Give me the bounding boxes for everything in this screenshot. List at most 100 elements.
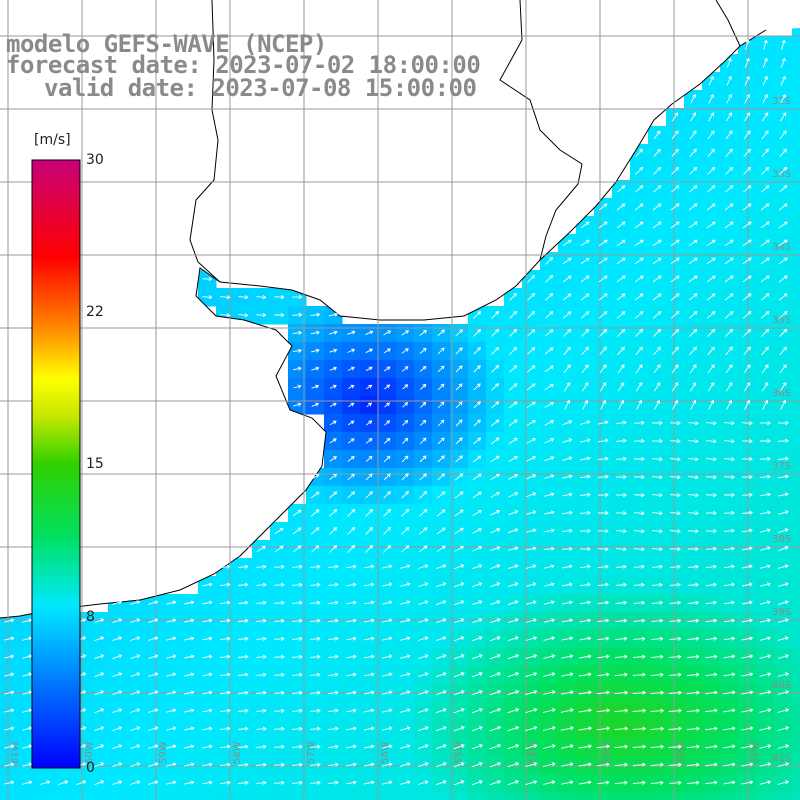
wind-arrow [706, 311, 716, 319]
wind-arrow [455, 365, 463, 373]
wind-arrow [761, 346, 769, 356]
wind-arrow [419, 437, 427, 445]
wind-arrow [742, 239, 752, 247]
wind-arrow [184, 600, 195, 605]
wind-arrow [705, 564, 717, 569]
wind-arrow [744, 112, 751, 122]
wind-arrow [652, 239, 662, 247]
wind-arrow [687, 564, 699, 569]
field-cell [288, 792, 307, 800]
wind-arrow [633, 582, 645, 587]
wind-arrow [94, 744, 105, 750]
wind-arrow [419, 365, 427, 372]
wind-arrows [4, 39, 790, 786]
wind-arrow [112, 690, 123, 696]
wind-arrow [562, 438, 573, 444]
wind-arrow [402, 384, 409, 390]
wind-arrow [166, 762, 177, 767]
wind-arrow [508, 582, 519, 588]
wind-arrow [94, 654, 105, 660]
wind-arrow [598, 438, 609, 443]
wind-arrow [598, 239, 608, 247]
wind-arrow [489, 636, 501, 642]
wind-arrow [687, 546, 699, 552]
wind-arrow [669, 493, 681, 498]
wind-arrow [743, 130, 751, 140]
wind-arrow [651, 582, 663, 587]
wind-arrow [705, 690, 718, 695]
wind-arrow [705, 528, 717, 534]
wind-arrow [562, 275, 572, 283]
wind-arrow [437, 473, 446, 481]
field-cell [792, 612, 800, 631]
wind-arrow [130, 708, 141, 713]
wind-arrow [707, 328, 716, 337]
wind-arrow [668, 726, 683, 731]
field-cell [792, 396, 800, 415]
wind-arrow [473, 383, 481, 391]
wind-arrow [726, 57, 732, 68]
wind-arrow [202, 582, 213, 587]
wind-arrow [148, 780, 159, 785]
lon-label: 57W [306, 741, 317, 764]
wind-arrow [327, 744, 339, 749]
wind-arrow [436, 527, 446, 535]
wind-arrow [669, 457, 681, 462]
field-cell [792, 72, 800, 91]
wind-arrow [581, 382, 589, 392]
wind-arrow [777, 510, 789, 515]
wind-arrow [634, 275, 644, 283]
wind-arrow [112, 600, 123, 606]
wind-arrow [723, 654, 736, 659]
wind-arrow [202, 690, 213, 695]
wind-arrow [615, 618, 628, 623]
wind-arrow [759, 600, 771, 605]
wind-arrow [616, 275, 626, 283]
wind-arrow [292, 348, 302, 353]
wind-arrow [292, 582, 303, 587]
wind-arrow [381, 726, 393, 731]
wind-arrow [472, 582, 483, 588]
colorbar-tick-30: 30 [86, 152, 104, 168]
wind-arrow [363, 780, 375, 785]
field-cell [324, 792, 343, 800]
wind-arrow [651, 529, 663, 534]
wind-arrow [760, 257, 770, 265]
field-cell [792, 504, 800, 523]
wind-arrow [401, 545, 410, 553]
wind-arrow [384, 402, 391, 408]
wind-arrow [526, 437, 537, 444]
wind-arrow [777, 564, 789, 569]
wind-arrow [166, 600, 177, 605]
wind-arrow [202, 654, 213, 659]
wind-arrow [365, 491, 373, 499]
field-cell [648, 792, 667, 800]
wind-arrow [686, 726, 700, 731]
wind-arrow [436, 654, 447, 660]
field-cell [594, 792, 613, 800]
wind-arrow [309, 726, 321, 731]
field-cell [792, 180, 800, 199]
wind-arrow [635, 311, 644, 319]
wind-arrow [581, 364, 589, 374]
wind-arrow [615, 511, 627, 516]
wind-arrow [617, 382, 625, 392]
wind-arrow [780, 399, 787, 410]
wind-arrow [598, 293, 608, 301]
wind-arrow [779, 185, 788, 193]
wind-arrow [366, 402, 373, 408]
wind-arrow [544, 492, 555, 497]
wind-arrow [581, 346, 589, 355]
wind-arrow [4, 636, 15, 641]
wind-arrow [672, 399, 679, 410]
wind-arrow [310, 618, 321, 623]
wind-arrow [291, 744, 303, 749]
wind-arrow [94, 618, 105, 624]
field-cell [792, 414, 800, 433]
wind-arrow [472, 600, 483, 606]
wind-arrow [543, 582, 555, 587]
wind-arrow [399, 762, 411, 767]
wind-arrow [653, 328, 662, 337]
wind-arrow [400, 654, 411, 659]
wind-arrow [238, 564, 249, 569]
